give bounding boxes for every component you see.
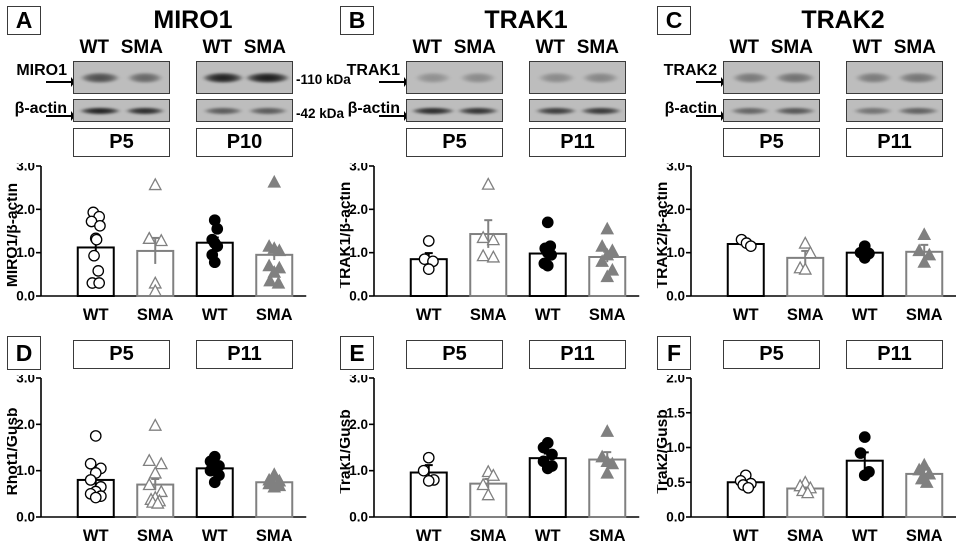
svg-text:WT: WT bbox=[733, 306, 759, 324]
svg-text:WT: WT bbox=[852, 306, 878, 324]
svg-text:3.0: 3.0 bbox=[349, 163, 368, 174]
svg-text:WT: WT bbox=[83, 527, 109, 545]
svg-text:Trak1/Gusb: Trak1/Gusb bbox=[340, 409, 354, 493]
svg-text:WT: WT bbox=[416, 306, 442, 324]
svg-text:WT: WT bbox=[733, 527, 759, 545]
svg-text:Trak2/Gusb: Trak2/Gusb bbox=[657, 409, 671, 493]
svg-text:WT: WT bbox=[535, 306, 561, 324]
svg-text:SMA: SMA bbox=[906, 306, 943, 324]
svg-text:3.0: 3.0 bbox=[16, 375, 35, 386]
svg-text:0.0: 0.0 bbox=[16, 510, 35, 525]
svg-text:SMA: SMA bbox=[470, 527, 507, 545]
svg-text:WT: WT bbox=[535, 527, 561, 545]
svg-text:SMA: SMA bbox=[256, 306, 293, 324]
svg-text:WT: WT bbox=[83, 306, 109, 324]
svg-text:3.0: 3.0 bbox=[349, 375, 368, 386]
svg-text:WT: WT bbox=[416, 527, 442, 545]
svg-text:TRAK2/β-actin: TRAK2/β-actin bbox=[657, 182, 671, 289]
svg-text:SMA: SMA bbox=[137, 527, 174, 545]
svg-text:SMA: SMA bbox=[787, 527, 824, 545]
svg-text:MIRO1/β-actin: MIRO1/β-actin bbox=[7, 183, 21, 287]
svg-text:WT: WT bbox=[202, 306, 228, 324]
svg-text:0.0: 0.0 bbox=[16, 289, 35, 304]
svg-text:0.0: 0.0 bbox=[349, 289, 368, 304]
svg-text:SMA: SMA bbox=[470, 306, 507, 324]
svg-text:WT: WT bbox=[202, 527, 228, 545]
svg-text:2.0: 2.0 bbox=[666, 375, 685, 386]
svg-text:0.0: 0.0 bbox=[666, 289, 685, 304]
svg-text:SMA: SMA bbox=[137, 306, 174, 324]
svg-text:3.0: 3.0 bbox=[666, 163, 685, 174]
svg-text:TRAK1/β-actin: TRAK1/β-actin bbox=[340, 182, 354, 289]
svg-text:Rhot1/Gusb: Rhot1/Gusb bbox=[7, 408, 21, 496]
svg-text:SMA: SMA bbox=[256, 527, 293, 545]
svg-text:SMA: SMA bbox=[906, 527, 943, 545]
svg-text:SMA: SMA bbox=[787, 306, 824, 324]
svg-text:0.0: 0.0 bbox=[349, 510, 368, 525]
svg-text:SMA: SMA bbox=[589, 306, 626, 324]
svg-text:WT: WT bbox=[852, 527, 878, 545]
svg-text:3.0: 3.0 bbox=[16, 163, 35, 174]
svg-text:SMA: SMA bbox=[589, 527, 626, 545]
svg-text:0.0: 0.0 bbox=[666, 510, 685, 525]
